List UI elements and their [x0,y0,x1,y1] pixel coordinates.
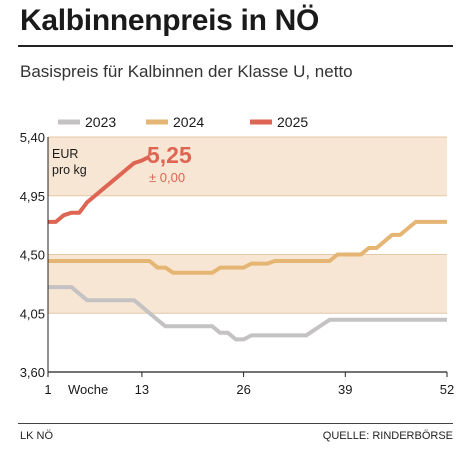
series-line-2023 [48,285,447,342]
gridlines [48,136,447,373]
y-tick-label: 3,60 [20,365,45,380]
x-tick-label: 26 [236,382,250,397]
line-chart: 2023 2024 2025 5,40 4,95 4,50 4,05 3,60 1 13 26 39… [20,114,455,397]
x-tick-label: 1 [44,382,51,397]
legend-label-2023: 2023 [85,114,116,130]
highlight-change: ± 0,00 [149,170,185,185]
shaded-band-1 [48,137,447,196]
x-tick-label: 39 [338,382,352,397]
highlight-value: 5,25 [147,142,192,168]
y-tick-label: 4,05 [20,306,45,321]
unit-label-line1: EUR [52,147,78,161]
footer-rule [18,423,453,424]
y-tick-label: 4,95 [20,189,45,204]
chart-subtitle: Basispreis für Kalbinnen der Klasse U, n… [20,62,353,81]
x-axis-label: Woche [68,382,108,397]
series-line-2024 [48,219,447,275]
y-tick-label: 5,40 [20,130,45,145]
legend-label-2024: 2024 [173,114,204,130]
x-tick-label: 52 [440,382,454,397]
footer-publisher: LK NÖ [20,430,54,442]
chart-title: Kalbinnenpreis in NÖ [20,4,320,37]
footer-source: QUELLE: RINDERBÖRSE [322,430,453,442]
unit-label-line2: pro kg [52,163,87,177]
series-line-2025 [48,154,151,224]
y-tick-label: 4,50 [20,248,45,263]
legend-label-2025: 2025 [277,114,308,130]
x-tick-label: 13 [135,382,149,397]
series-lines [48,154,447,342]
shaded-band-2 [48,254,447,314]
legend: 2023 2024 2025 [58,114,308,130]
title-rule [18,45,453,47]
shaded-bands [48,137,447,314]
axes [47,137,448,377]
chart-labels: 5,40 4,95 4,50 4,05 3,60 1 13 26 39 52 Woche EUR pro… [20,130,455,397]
